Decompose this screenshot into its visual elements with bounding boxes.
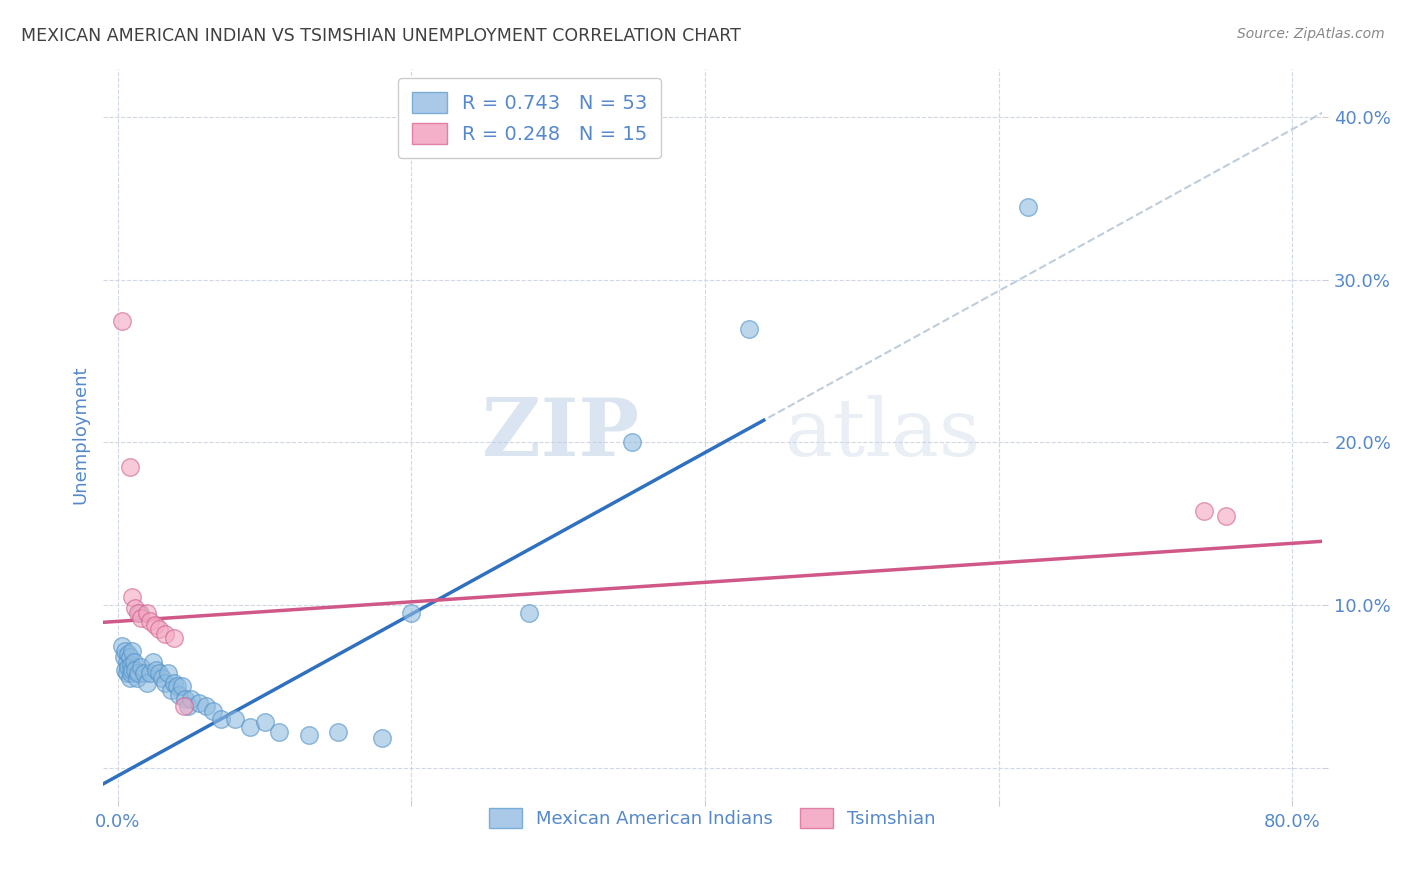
Point xyxy=(143,617,166,632)
Point xyxy=(111,313,134,327)
Point xyxy=(326,725,349,739)
Point xyxy=(194,698,217,713)
Point xyxy=(111,639,134,653)
Point xyxy=(517,606,540,620)
Point xyxy=(269,725,291,739)
Point xyxy=(239,720,262,734)
Text: atlas: atlas xyxy=(786,395,980,474)
Point xyxy=(125,671,148,685)
Point xyxy=(127,606,149,620)
Point xyxy=(117,647,139,661)
Point xyxy=(115,655,138,669)
Point xyxy=(139,666,162,681)
Point xyxy=(112,650,135,665)
Point xyxy=(202,704,225,718)
Point xyxy=(162,676,184,690)
Point xyxy=(129,660,152,674)
Point xyxy=(120,658,142,673)
Point xyxy=(129,611,152,625)
Point xyxy=(121,643,143,657)
Point xyxy=(162,631,184,645)
Point xyxy=(148,623,170,637)
Legend: Mexican American Indians, Tsimshian: Mexican American Indians, Tsimshian xyxy=(482,801,943,835)
Point xyxy=(118,650,141,665)
Point xyxy=(148,666,170,681)
Point xyxy=(139,615,162,629)
Point xyxy=(127,666,149,681)
Point xyxy=(177,698,200,713)
Point xyxy=(153,676,176,690)
Point xyxy=(1215,508,1237,523)
Point xyxy=(159,682,181,697)
Point xyxy=(124,601,146,615)
Y-axis label: Unemployment: Unemployment xyxy=(72,365,89,504)
Point xyxy=(401,606,423,620)
Point xyxy=(117,660,139,674)
Point xyxy=(209,712,232,726)
Point xyxy=(174,692,197,706)
Point xyxy=(253,715,276,730)
Text: MEXICAN AMERICAN INDIAN VS TSIMSHIAN UNEMPLOYMENT CORRELATION CHART: MEXICAN AMERICAN INDIAN VS TSIMSHIAN UNE… xyxy=(21,27,741,45)
Point xyxy=(738,321,761,335)
Point xyxy=(115,666,138,681)
Point xyxy=(122,655,145,669)
Point xyxy=(128,606,150,620)
Point xyxy=(298,728,321,742)
Point xyxy=(187,696,209,710)
Point xyxy=(142,655,165,669)
Point xyxy=(134,666,156,681)
Text: Source: ZipAtlas.com: Source: ZipAtlas.com xyxy=(1237,27,1385,41)
Point xyxy=(172,680,194,694)
Point xyxy=(120,666,142,681)
Point xyxy=(118,671,141,685)
Point xyxy=(180,692,202,706)
Point xyxy=(1017,200,1039,214)
Point xyxy=(371,731,394,746)
Point xyxy=(224,712,246,726)
Text: ZIP: ZIP xyxy=(482,395,640,474)
Point xyxy=(121,590,143,604)
Point xyxy=(166,680,188,694)
Point xyxy=(169,688,191,702)
Point xyxy=(156,666,179,681)
Point xyxy=(145,663,167,677)
Point xyxy=(114,663,136,677)
Point xyxy=(620,435,643,450)
Point xyxy=(150,671,173,685)
Point xyxy=(153,627,176,641)
Point xyxy=(118,459,141,474)
Point xyxy=(121,663,143,677)
Point xyxy=(136,606,159,620)
Point xyxy=(1192,504,1215,518)
Point xyxy=(124,663,146,677)
Point xyxy=(136,676,159,690)
Point xyxy=(173,698,195,713)
Point xyxy=(114,643,136,657)
